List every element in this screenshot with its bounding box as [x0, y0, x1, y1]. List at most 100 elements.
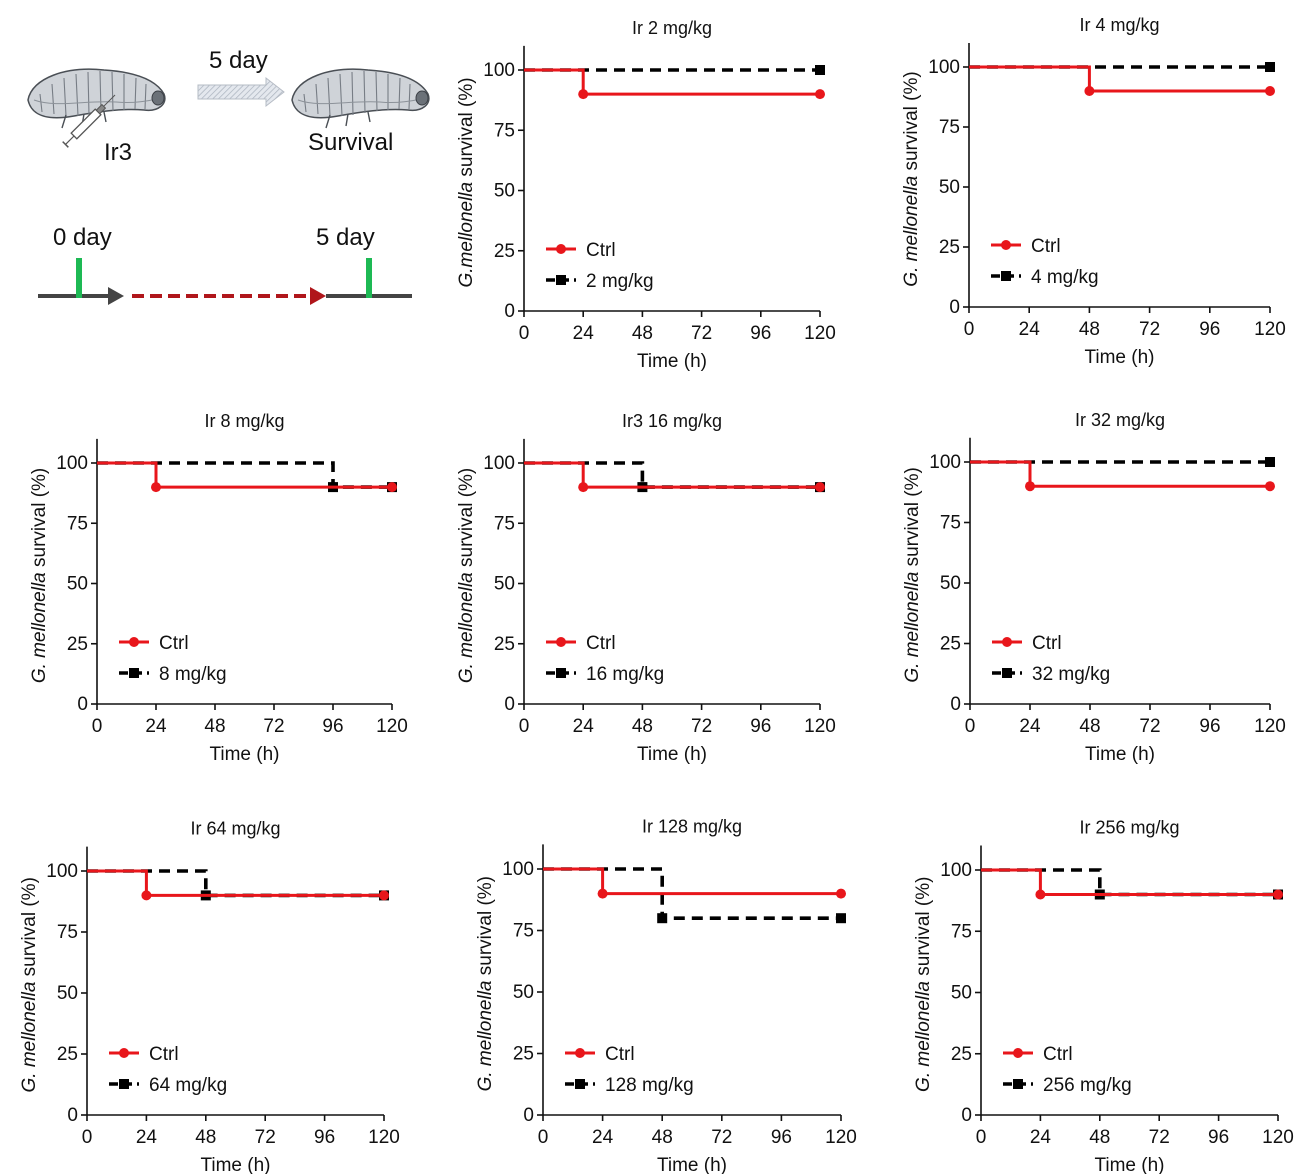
y-tick-label: 100 [56, 453, 88, 474]
y-axis-label-species: G. mellonella [29, 572, 50, 683]
series-line [97, 461, 392, 489]
x-tick-label: 48 [204, 716, 225, 737]
treated-point [1265, 62, 1275, 72]
y-tick-label: 0 [67, 1105, 78, 1126]
x-axis-label: Time (h) [1084, 347, 1154, 368]
legend-marker-ctrl [1002, 637, 1012, 647]
x-tick-label: 72 [711, 1127, 732, 1148]
y-tick-label: 25 [494, 634, 515, 655]
injection-label: Ir3 [104, 139, 132, 166]
legend-label-ctrl: Ctrl [586, 240, 616, 261]
chart-title: Ir 32 mg/kg [1075, 410, 1165, 430]
y-axis-label-species: G. mellonella [901, 176, 922, 287]
y-tick-label: 50 [951, 983, 972, 1004]
x-tick-label: 72 [1149, 1127, 1170, 1148]
legend-marker-treated [1001, 271, 1011, 281]
timeline-marker-start [76, 258, 82, 298]
x-tick-label: 72 [1139, 716, 1160, 737]
y-axis-label-species: G.mellonella [456, 182, 477, 288]
ctrl-point [1265, 481, 1275, 492]
y-axis-label-species: G. mellonella [456, 572, 477, 683]
y-tick-label: 25 [939, 237, 960, 258]
ctrl-point [151, 482, 161, 493]
series-line [543, 867, 841, 896]
legend-label-ctrl: Ctrl [159, 633, 189, 654]
x-tick-label: 48 [195, 1127, 216, 1148]
timeline-marker-end [366, 258, 372, 298]
y-tick-label: 25 [494, 241, 515, 262]
ctrl-point [387, 482, 397, 493]
y-axis-label-species: G. mellonella [19, 982, 40, 1093]
x-tick-label: 96 [1199, 716, 1220, 737]
ctrl-point [1084, 86, 1095, 96]
x-tick-label: 96 [1208, 1127, 1229, 1148]
chart-panel: 0 25 50 75 100 0 24 48 72 96 120 Ir 2 mg/kg Time (h)… [456, 18, 836, 372]
series-line [970, 460, 1270, 488]
x-axis-label: Time (h) [637, 351, 707, 372]
y-axis-label: G. mellonella survival (%) [901, 71, 922, 286]
x-tick-label: 0 [965, 716, 976, 737]
x-tick-label: 72 [263, 716, 284, 737]
y-tick-label: 25 [513, 1044, 534, 1065]
legend-marker-treated [556, 668, 566, 678]
x-tick-label: 48 [632, 716, 653, 737]
x-axis-label: Time (h) [657, 1155, 727, 1174]
y-tick-label: 75 [939, 117, 960, 138]
chart-title: Ir 8 mg/kg [204, 411, 284, 431]
outcome-label: Survival [308, 129, 393, 156]
x-tick-label: 120 [376, 716, 408, 737]
y-tick-label: 100 [929, 452, 961, 473]
y-axis-label: G. mellonella survival (%) [456, 468, 477, 683]
timeline-end-label: 5 day [316, 224, 375, 251]
ctrl-point [578, 89, 589, 100]
timeline [38, 258, 412, 305]
x-tick-label: 120 [825, 1127, 857, 1148]
x-tick-label: 24 [145, 716, 167, 737]
y-tick-label: 0 [77, 694, 88, 715]
legend-marker-ctrl [1013, 1048, 1023, 1058]
y-tick-label: 25 [57, 1044, 78, 1065]
ctrl-point [815, 89, 825, 100]
x-tick-label: 24 [136, 1127, 158, 1148]
x-tick-label: 96 [1199, 319, 1220, 340]
ctrl-point [597, 888, 608, 899]
x-tick-label: 24 [573, 716, 595, 737]
x-tick-label: 48 [1089, 1127, 1110, 1148]
y-tick-label: 50 [513, 982, 534, 1003]
x-tick-label: 24 [1019, 716, 1041, 737]
x-tick-label: 120 [1262, 1127, 1294, 1148]
timeline-start-label: 0 day [53, 224, 112, 251]
x-tick-label: 72 [691, 323, 712, 344]
series-line [87, 869, 384, 898]
legend-label-ctrl: Ctrl [1032, 633, 1062, 654]
y-tick-label: 50 [939, 177, 960, 198]
survival-charts: 0 25 50 75 100 0 24 48 72 96 120 Ir 2 mg/kg Time (h)… [19, 15, 1294, 1174]
x-tick-label: 72 [1139, 319, 1160, 340]
x-tick-label: 0 [976, 1127, 987, 1148]
x-tick-label: 120 [368, 1127, 400, 1148]
y-tick-label: 75 [57, 922, 78, 943]
y-tick-label: 50 [494, 574, 515, 595]
x-tick-label: 24 [1030, 1127, 1052, 1148]
y-tick-label: 75 [951, 921, 972, 942]
y-tick-label: 75 [494, 120, 515, 141]
y-axis-label-species: G. mellonella [902, 572, 923, 683]
ctrl-point [1265, 86, 1275, 96]
legend-label-ctrl: Ctrl [1031, 236, 1061, 257]
y-tick-label: 75 [940, 513, 961, 534]
chart-panel: 0 25 50 75 100 0 24 48 72 96 120 Ir 32 mg/kg Time (h… [902, 410, 1286, 765]
legend-label-ctrl: Ctrl [1043, 1044, 1073, 1065]
legend-marker-ctrl [556, 244, 566, 254]
y-tick-label: 0 [504, 694, 515, 715]
legend-label-treated: 16 mg/kg [586, 664, 664, 685]
y-axis-label-unit: survival (%) [456, 468, 477, 573]
legend-label-ctrl: Ctrl [605, 1044, 635, 1065]
x-tick-label: 0 [964, 319, 975, 340]
chart-panel: 0 25 50 75 100 0 24 48 72 96 120 Ir 64 mg/kg Time (h… [19, 819, 400, 1174]
y-tick-label: 25 [951, 1044, 972, 1065]
ctrl-point [379, 890, 389, 901]
legend-marker-treated [556, 275, 566, 285]
arrow-duration-label: 5 day [209, 47, 268, 74]
legend-label-treated: 64 mg/kg [149, 1075, 227, 1096]
